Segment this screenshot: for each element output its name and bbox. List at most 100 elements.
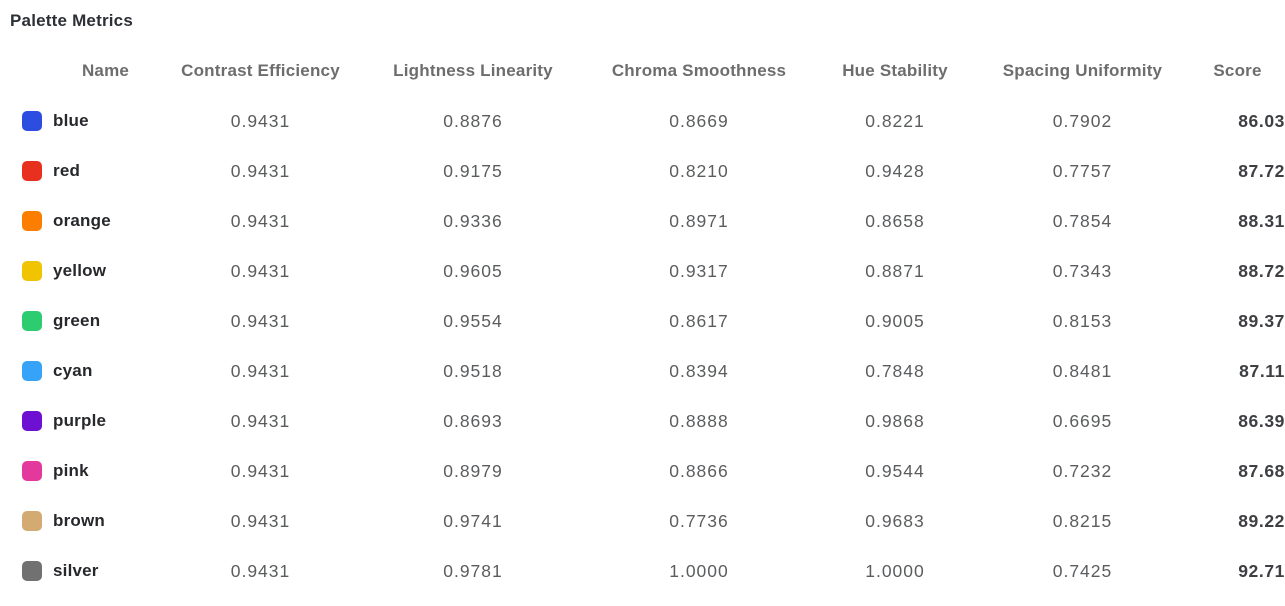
score-value: 87.11 <box>1239 360 1285 381</box>
palette-name: purple <box>53 411 107 430</box>
table-row: red 0.9431 0.9175 0.8210 0.9428 0.7757 87.72 <box>0 146 1285 196</box>
table-row: brown 0.9431 0.9741 0.7736 0.9683 0.8215 89.22 <box>0 496 1285 546</box>
metric-value: 0.9336 <box>443 210 503 231</box>
metric-value: 0.8153 <box>1052 310 1113 331</box>
metric-value: 1.0000 <box>669 560 729 581</box>
swatch-cell <box>0 296 53 346</box>
table-body: blue 0.9431 0.8876 0.8669 0.8221 0.7902 86.03 r… <box>0 96 1285 596</box>
metric-value: 0.9431 <box>230 560 291 581</box>
metric-value: 0.7854 <box>1052 210 1113 231</box>
swatch-cell <box>0 346 53 396</box>
silver-color-swatch <box>22 561 42 581</box>
score-value: 86.39 <box>1238 410 1285 431</box>
score-value: 86.03 <box>1238 110 1285 131</box>
metrics-table: Name Contrast Efficiency Lightness Linea… <box>0 46 1285 596</box>
swatch-cell <box>0 396 53 446</box>
metric-value: 1.0000 <box>865 560 925 581</box>
palette-name: yellow <box>53 261 107 280</box>
metric-value: 0.9741 <box>443 510 503 531</box>
metric-value: 0.9554 <box>443 310 503 331</box>
metric-value: 0.9868 <box>865 410 925 431</box>
metric-value: 0.8876 <box>443 110 503 131</box>
metric-value: 0.8221 <box>865 110 925 131</box>
metric-value: 0.9431 <box>230 260 291 281</box>
metric-value: 0.8871 <box>865 260 925 281</box>
metric-value: 0.6695 <box>1052 410 1113 431</box>
metric-value: 0.8394 <box>669 360 729 381</box>
metric-value: 0.9683 <box>865 510 925 531</box>
table-row: purple 0.9431 0.8693 0.8888 0.9868 0.6695 86.3… <box>0 396 1285 446</box>
score-value: 87.68 <box>1238 460 1285 481</box>
metric-value: 0.8210 <box>669 160 729 181</box>
palette-name: cyan <box>53 361 93 380</box>
metric-value: 0.9431 <box>230 160 291 181</box>
table-row: silver 0.9431 0.9781 1.0000 1.0000 0.7425 92.7… <box>0 546 1285 596</box>
metric-value: 0.8215 <box>1052 510 1113 531</box>
column-header-contrast-efficiency: Contrast Efficiency <box>181 61 340 80</box>
swatch-cell <box>0 196 53 246</box>
metric-value: 0.8658 <box>865 210 925 231</box>
swatch-cell <box>0 546 53 596</box>
palette-name: red <box>53 161 81 180</box>
column-header-score: Score <box>1213 61 1262 80</box>
table-row: pink 0.9431 0.8979 0.8866 0.9544 0.7232 87.68 <box>0 446 1285 496</box>
metric-value: 0.8888 <box>669 410 729 431</box>
metric-value: 0.7848 <box>865 360 925 381</box>
metric-value: 0.9431 <box>230 110 291 131</box>
metric-value: 0.9431 <box>230 510 291 531</box>
metric-value: 0.9428 <box>865 160 925 181</box>
blue-color-swatch <box>22 111 42 131</box>
metric-value: 0.9781 <box>443 560 503 581</box>
column-header-swatch <box>0 46 53 96</box>
palette-name: orange <box>53 211 111 230</box>
score-value: 87.72 <box>1238 160 1285 181</box>
metric-value: 0.8481 <box>1052 360 1113 381</box>
pink-color-swatch <box>22 461 42 481</box>
score-value: 88.31 <box>1238 210 1285 231</box>
metric-value: 0.7343 <box>1052 260 1113 281</box>
palette-name: brown <box>53 511 105 530</box>
brown-color-swatch <box>22 511 42 531</box>
metric-value: 0.8617 <box>669 310 729 331</box>
metric-value: 0.7736 <box>669 510 729 531</box>
swatch-cell <box>0 496 53 546</box>
swatch-cell <box>0 96 53 146</box>
column-header-chroma-smoothness: Chroma Smoothness <box>611 61 787 80</box>
palette-name: silver <box>53 561 99 580</box>
column-header-lightness-linearity: Lightness Linearity <box>393 61 553 80</box>
purple-color-swatch <box>22 411 42 431</box>
page-title: Palette Metrics <box>10 11 133 30</box>
table-row: cyan 0.9431 0.9518 0.8394 0.7848 0.8481 87.11 <box>0 346 1285 396</box>
palette-name: blue <box>53 111 89 130</box>
metric-value: 0.9431 <box>230 410 291 431</box>
metric-value: 0.7425 <box>1052 560 1113 581</box>
metric-value: 0.7757 <box>1052 160 1113 181</box>
metric-value: 0.9431 <box>230 360 291 381</box>
metric-value: 0.8866 <box>669 460 729 481</box>
yellow-color-swatch <box>22 261 42 281</box>
palette-name: green <box>53 311 101 330</box>
metric-value: 0.8669 <box>669 110 729 131</box>
metric-value: 0.9175 <box>443 160 503 181</box>
score-value: 88.72 <box>1238 260 1285 281</box>
metric-value: 0.9431 <box>230 310 291 331</box>
swatch-cell <box>0 146 53 196</box>
metric-value: 0.9431 <box>230 210 291 231</box>
palette-name: pink <box>53 461 89 480</box>
table-row: green 0.9431 0.9554 0.8617 0.9005 0.8153 89.37 <box>0 296 1285 346</box>
metric-value: 0.9544 <box>865 460 925 481</box>
table-row: orange 0.9431 0.9336 0.8971 0.8658 0.7854 88.3… <box>0 196 1285 246</box>
metric-value: 0.9005 <box>865 310 925 331</box>
swatch-cell <box>0 446 53 496</box>
metric-value: 0.8971 <box>669 210 729 231</box>
metric-value: 0.9518 <box>443 360 503 381</box>
score-value: 89.22 <box>1238 510 1285 531</box>
metric-value: 0.8979 <box>443 460 503 481</box>
metric-value: 0.8693 <box>443 410 503 431</box>
table-row: yellow 0.9431 0.9605 0.9317 0.8871 0.7343 88.7… <box>0 246 1285 296</box>
table-header-row: Name Contrast Efficiency Lightness Linea… <box>0 46 1285 96</box>
red-color-swatch <box>22 161 42 181</box>
score-value: 92.71 <box>1238 560 1285 581</box>
table-row: blue 0.9431 0.8876 0.8669 0.8221 0.7902 86.03 <box>0 96 1285 146</box>
green-color-swatch <box>22 311 42 331</box>
